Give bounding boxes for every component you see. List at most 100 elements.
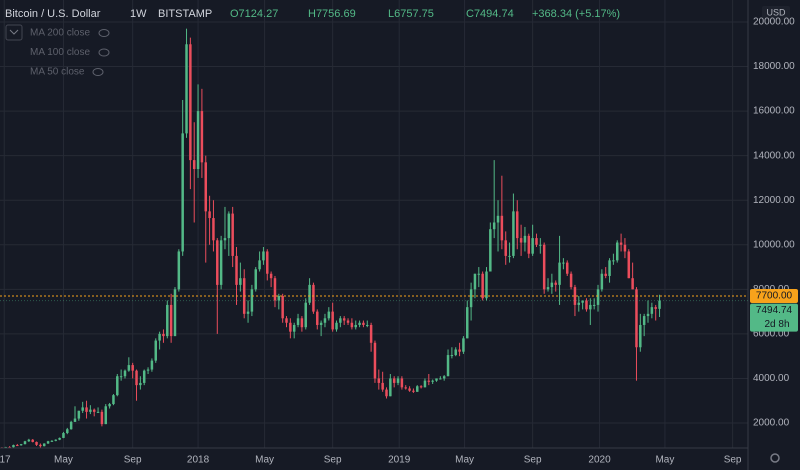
candle-body — [523, 235, 527, 243]
candle-body — [404, 387, 407, 389]
candle-body — [481, 273, 484, 299]
candle-body — [62, 433, 65, 438]
candle-body — [466, 307, 469, 339]
candle-body — [296, 318, 300, 325]
candle-body — [473, 273, 477, 290]
x-tick-label: May — [255, 455, 274, 466]
candle-body — [219, 240, 223, 285]
chevron-icon — [9, 29, 19, 35]
candle-body — [208, 211, 211, 219]
candle-body — [223, 238, 227, 241]
candle-body — [46, 441, 50, 444]
candle-body — [469, 289, 473, 308]
candle-body — [250, 289, 254, 312]
ohlc-close: C7494.74 — [466, 8, 514, 20]
candle-body — [150, 360, 154, 370]
candle-body — [539, 244, 542, 246]
candle-body — [196, 111, 200, 170]
x-tick-label: 2019 — [388, 455, 411, 466]
candle-body — [366, 324, 369, 326]
candle-body — [100, 411, 104, 425]
candle-body — [323, 318, 327, 323]
collapse-button[interactable] — [5, 24, 23, 41]
x-tick-label: May — [54, 455, 73, 466]
candle-body — [339, 318, 342, 323]
candle-body — [166, 304, 169, 337]
candle-body — [558, 262, 561, 285]
candle-body — [442, 376, 446, 379]
visibility-icon[interactable] — [92, 68, 104, 76]
visibility-icon[interactable] — [98, 48, 110, 57]
candle-body — [246, 311, 250, 314]
candle-body — [185, 44, 188, 134]
x-tick-label: Sep — [324, 455, 342, 466]
candle-body — [108, 404, 111, 407]
y-tick-label: 18000.00 — [753, 61, 795, 72]
candle-body — [369, 324, 373, 343]
candle-body — [654, 307, 657, 309]
candle-body — [216, 240, 219, 285]
candle-body — [177, 251, 181, 290]
candle-body — [262, 251, 265, 261]
candle-body — [631, 278, 634, 290]
candle-body — [258, 260, 261, 270]
candle-body — [42, 443, 46, 447]
candle-body — [69, 421, 73, 430]
candle-body — [569, 273, 573, 288]
candle-body — [292, 324, 296, 332]
candle-body — [562, 262, 565, 264]
interval[interactable]: 1W — [130, 8, 147, 20]
candle-body — [450, 355, 454, 357]
x-tick-label: 17 — [0, 455, 11, 466]
candle-body — [27, 439, 31, 442]
visibility-icon[interactable] — [98, 29, 110, 37]
candle-body — [135, 370, 138, 386]
candle-body — [635, 289, 638, 348]
candle-body — [281, 296, 284, 319]
candle-body — [362, 322, 365, 325]
candle-body — [592, 304, 596, 306]
currency-badge — [762, 6, 790, 20]
candle-body — [435, 378, 438, 381]
candle-body — [416, 386, 419, 392]
candle-body — [277, 296, 281, 301]
candle-body — [439, 378, 442, 380]
settings-icon[interactable] — [770, 453, 780, 463]
candle-body — [104, 406, 108, 425]
indicator-label: MA 100 close — [30, 47, 90, 58]
candle-body — [477, 273, 481, 275]
candle-body — [573, 287, 577, 305]
candle-body — [304, 302, 307, 328]
candle-body — [508, 255, 511, 257]
candle-body — [266, 251, 269, 274]
y-tick-label: 4000.00 — [753, 373, 790, 384]
currency: USD — [766, 7, 786, 17]
candle-body — [373, 342, 377, 379]
symbol: Bitcoin / U.S. Dollar — [5, 8, 101, 20]
candle-body — [519, 238, 523, 243]
candle-body — [308, 284, 311, 303]
candle-body — [504, 240, 507, 256]
candle-body — [54, 439, 58, 441]
candle-body — [158, 333, 161, 341]
candle-body — [239, 278, 242, 285]
candle-body — [335, 322, 338, 330]
candle-body — [385, 389, 388, 397]
y-tick-label: 2000.00 — [753, 418, 790, 429]
price-line-label: 7700.00 — [756, 291, 793, 302]
candle-body — [77, 410, 81, 419]
candle-body — [531, 238, 534, 254]
candle-body — [23, 441, 27, 445]
candle-body — [12, 445, 15, 448]
candle-body — [389, 378, 392, 397]
candle-body — [200, 111, 204, 163]
candle-body — [131, 365, 134, 371]
candle-body — [212, 218, 215, 241]
candle-body — [162, 333, 165, 337]
candle-body — [612, 260, 615, 262]
candle-body — [492, 222, 496, 230]
candle-body — [139, 382, 142, 386]
x-tick-label: Sep — [524, 455, 542, 466]
